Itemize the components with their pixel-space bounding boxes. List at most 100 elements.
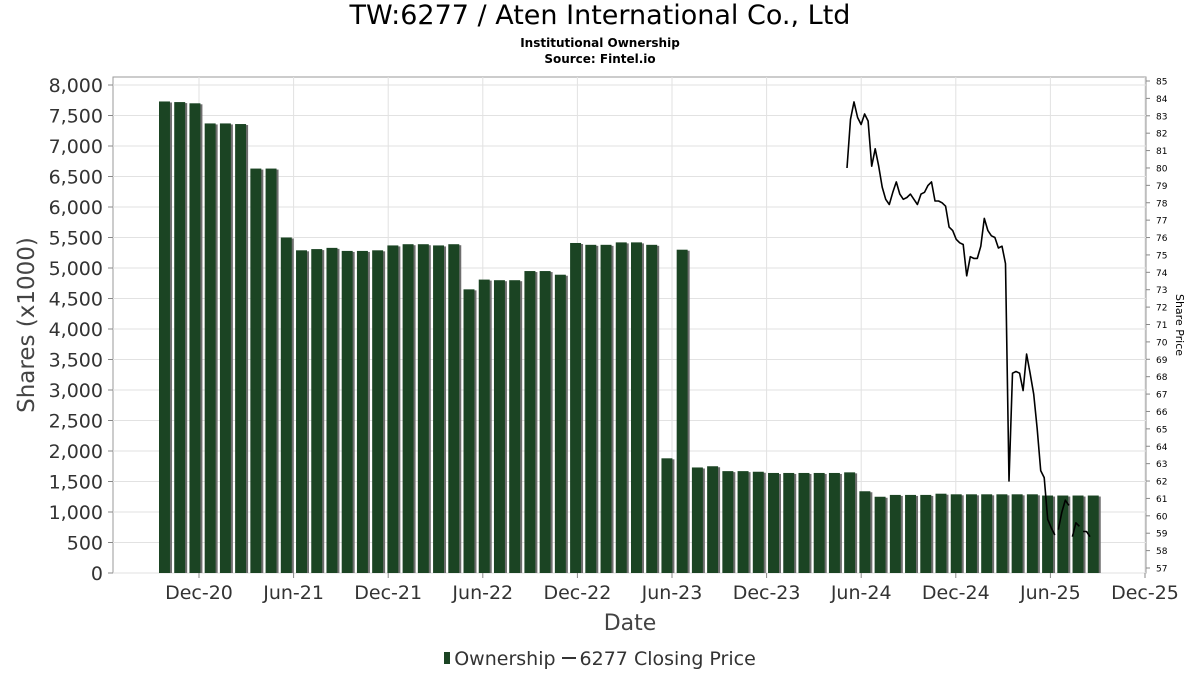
y-right-tick-label: 58 [1156,547,1168,557]
y-tick-label: 2,500 [49,411,103,433]
y-tick-label: 2,000 [49,441,103,463]
ownership-bar [1011,494,1023,573]
ownership-bar [250,168,262,573]
legend-swatch-ownership [444,652,451,664]
ownership-bar [828,472,840,573]
y-right-tick-label: 81 [1156,147,1167,157]
ownership-bar [341,250,353,574]
y-tick-label: 5,000 [49,258,103,280]
y-right-tick-label: 61 [1156,495,1167,505]
ownership-bar [783,472,795,573]
ownership-bar [737,471,749,573]
ownership-bar [356,250,368,574]
ownership-bar [402,244,414,573]
y-right-tick-label: 59 [1156,530,1168,540]
ownership-bar [524,271,536,573]
y-tick-label: 4,500 [49,289,103,311]
ownership-bars [159,101,1101,574]
y-axis-right-label: Share Price [1173,294,1186,356]
ownership-bar [889,494,901,573]
legend: Ownership 6277 Closing Price [0,648,1200,670]
ownership-bar [905,494,917,573]
y-tick-label: 0 [91,563,103,585]
y-right-tick-label: 83 [1156,112,1167,122]
ownership-bar [265,168,277,573]
ownership-bar [615,242,627,573]
y-right-tick-label: 69 [1156,356,1168,366]
ownership-bar [570,242,582,574]
ownership-bar [981,494,993,573]
x-axis-ticks: Dec-20 Jun-21 Dec-21 Jun-22 Dec-22 Jun-23 Dec-… [165,573,1179,604]
chart-title: TW:6277 / Aten International Co., Ltd [349,0,851,31]
right-axis-ticks: 57 58 59 60 61 62 63 64 65 66 67 68 69 70 71 72 73 74 75 76… [1146,78,1168,575]
y-tick-label: 4,000 [49,319,103,341]
ownership-bar [874,496,886,573]
legend-ownership: Ownership [454,648,556,670]
ownership-bar [844,472,856,573]
x-tick-label: Jun-23 [641,582,703,604]
y-axis-label: Shares (x1000) [14,237,40,413]
y-right-tick-label: 57 [1156,565,1167,575]
x-tick-label: Jun-24 [830,582,892,604]
y-tick-label: 3,000 [49,380,103,402]
y-right-tick-label: 76 [1156,234,1168,244]
legend-swatch-price [561,657,576,659]
price-line-segment [1083,530,1091,538]
ownership-bar [478,279,490,573]
y-right-tick-label: 65 [1156,425,1167,435]
left-axis-ticks: 0 500 1,000 1,500 2,000 2,500 3,000 3,500 4,000 4… [49,75,113,585]
y-right-tick-label: 72 [1156,304,1167,314]
y-right-tick-label: 68 [1156,373,1168,383]
ownership-bar [463,289,475,573]
ownership-bar [768,472,779,573]
ownership-bar [920,494,932,573]
ownership-bar [280,237,292,573]
ownership-bar [859,491,871,573]
ownership-bar [661,458,673,573]
y-right-tick-label: 85 [1156,78,1167,88]
y-right-tick-label: 84 [1156,95,1168,105]
ownership-bar [493,280,505,573]
x-tick-label: Dec-22 [543,582,611,604]
y-right-tick-label: 74 [1156,269,1168,279]
ownership-bar [1072,495,1084,573]
ownership-bar [1087,495,1099,573]
x-tick-label: Jun-21 [262,582,324,604]
ownership-bar [417,244,429,573]
ownership-bar [1042,495,1054,573]
y-tick-label: 7,500 [49,106,103,128]
ownership-bar [752,471,764,573]
y-tick-label: 6,500 [49,167,103,189]
y-right-tick-label: 66 [1156,408,1168,418]
ownership-bar [935,493,947,573]
y-right-tick-label: 60 [1156,512,1168,522]
y-tick-label: 500 [67,533,103,555]
ownership-bar [1026,494,1038,573]
ownership-bar [722,471,734,573]
y-right-tick-label: 78 [1156,199,1168,209]
y-right-tick-label: 80 [1156,164,1168,174]
y-right-tick-label: 70 [1156,338,1168,348]
y-tick-label: 1,500 [49,472,103,494]
y-right-tick-label: 77 [1156,217,1167,227]
ownership-bar [798,472,810,573]
ownership-bar [159,101,170,573]
ownership-bar [433,245,445,573]
ownership-bar [676,249,688,573]
ownership-bar [372,250,384,573]
ownership-bar [554,274,566,573]
x-tick-label: Jun-25 [1019,582,1081,604]
ownership-bar [600,244,612,573]
y-tick-label: 6,000 [49,197,103,219]
y-right-tick-label: 63 [1156,460,1167,470]
y-tick-label: 8,000 [49,75,103,97]
ownership-bar [585,244,597,573]
ownership-bar [296,250,307,573]
ownership-bar [965,494,977,573]
y-right-tick-label: 71 [1156,321,1167,331]
y-tick-label: 3,500 [49,350,103,372]
chart-subtitle: Institutional Ownership [520,36,680,50]
ownership-bar [509,280,521,573]
ownership-bar [950,494,962,573]
